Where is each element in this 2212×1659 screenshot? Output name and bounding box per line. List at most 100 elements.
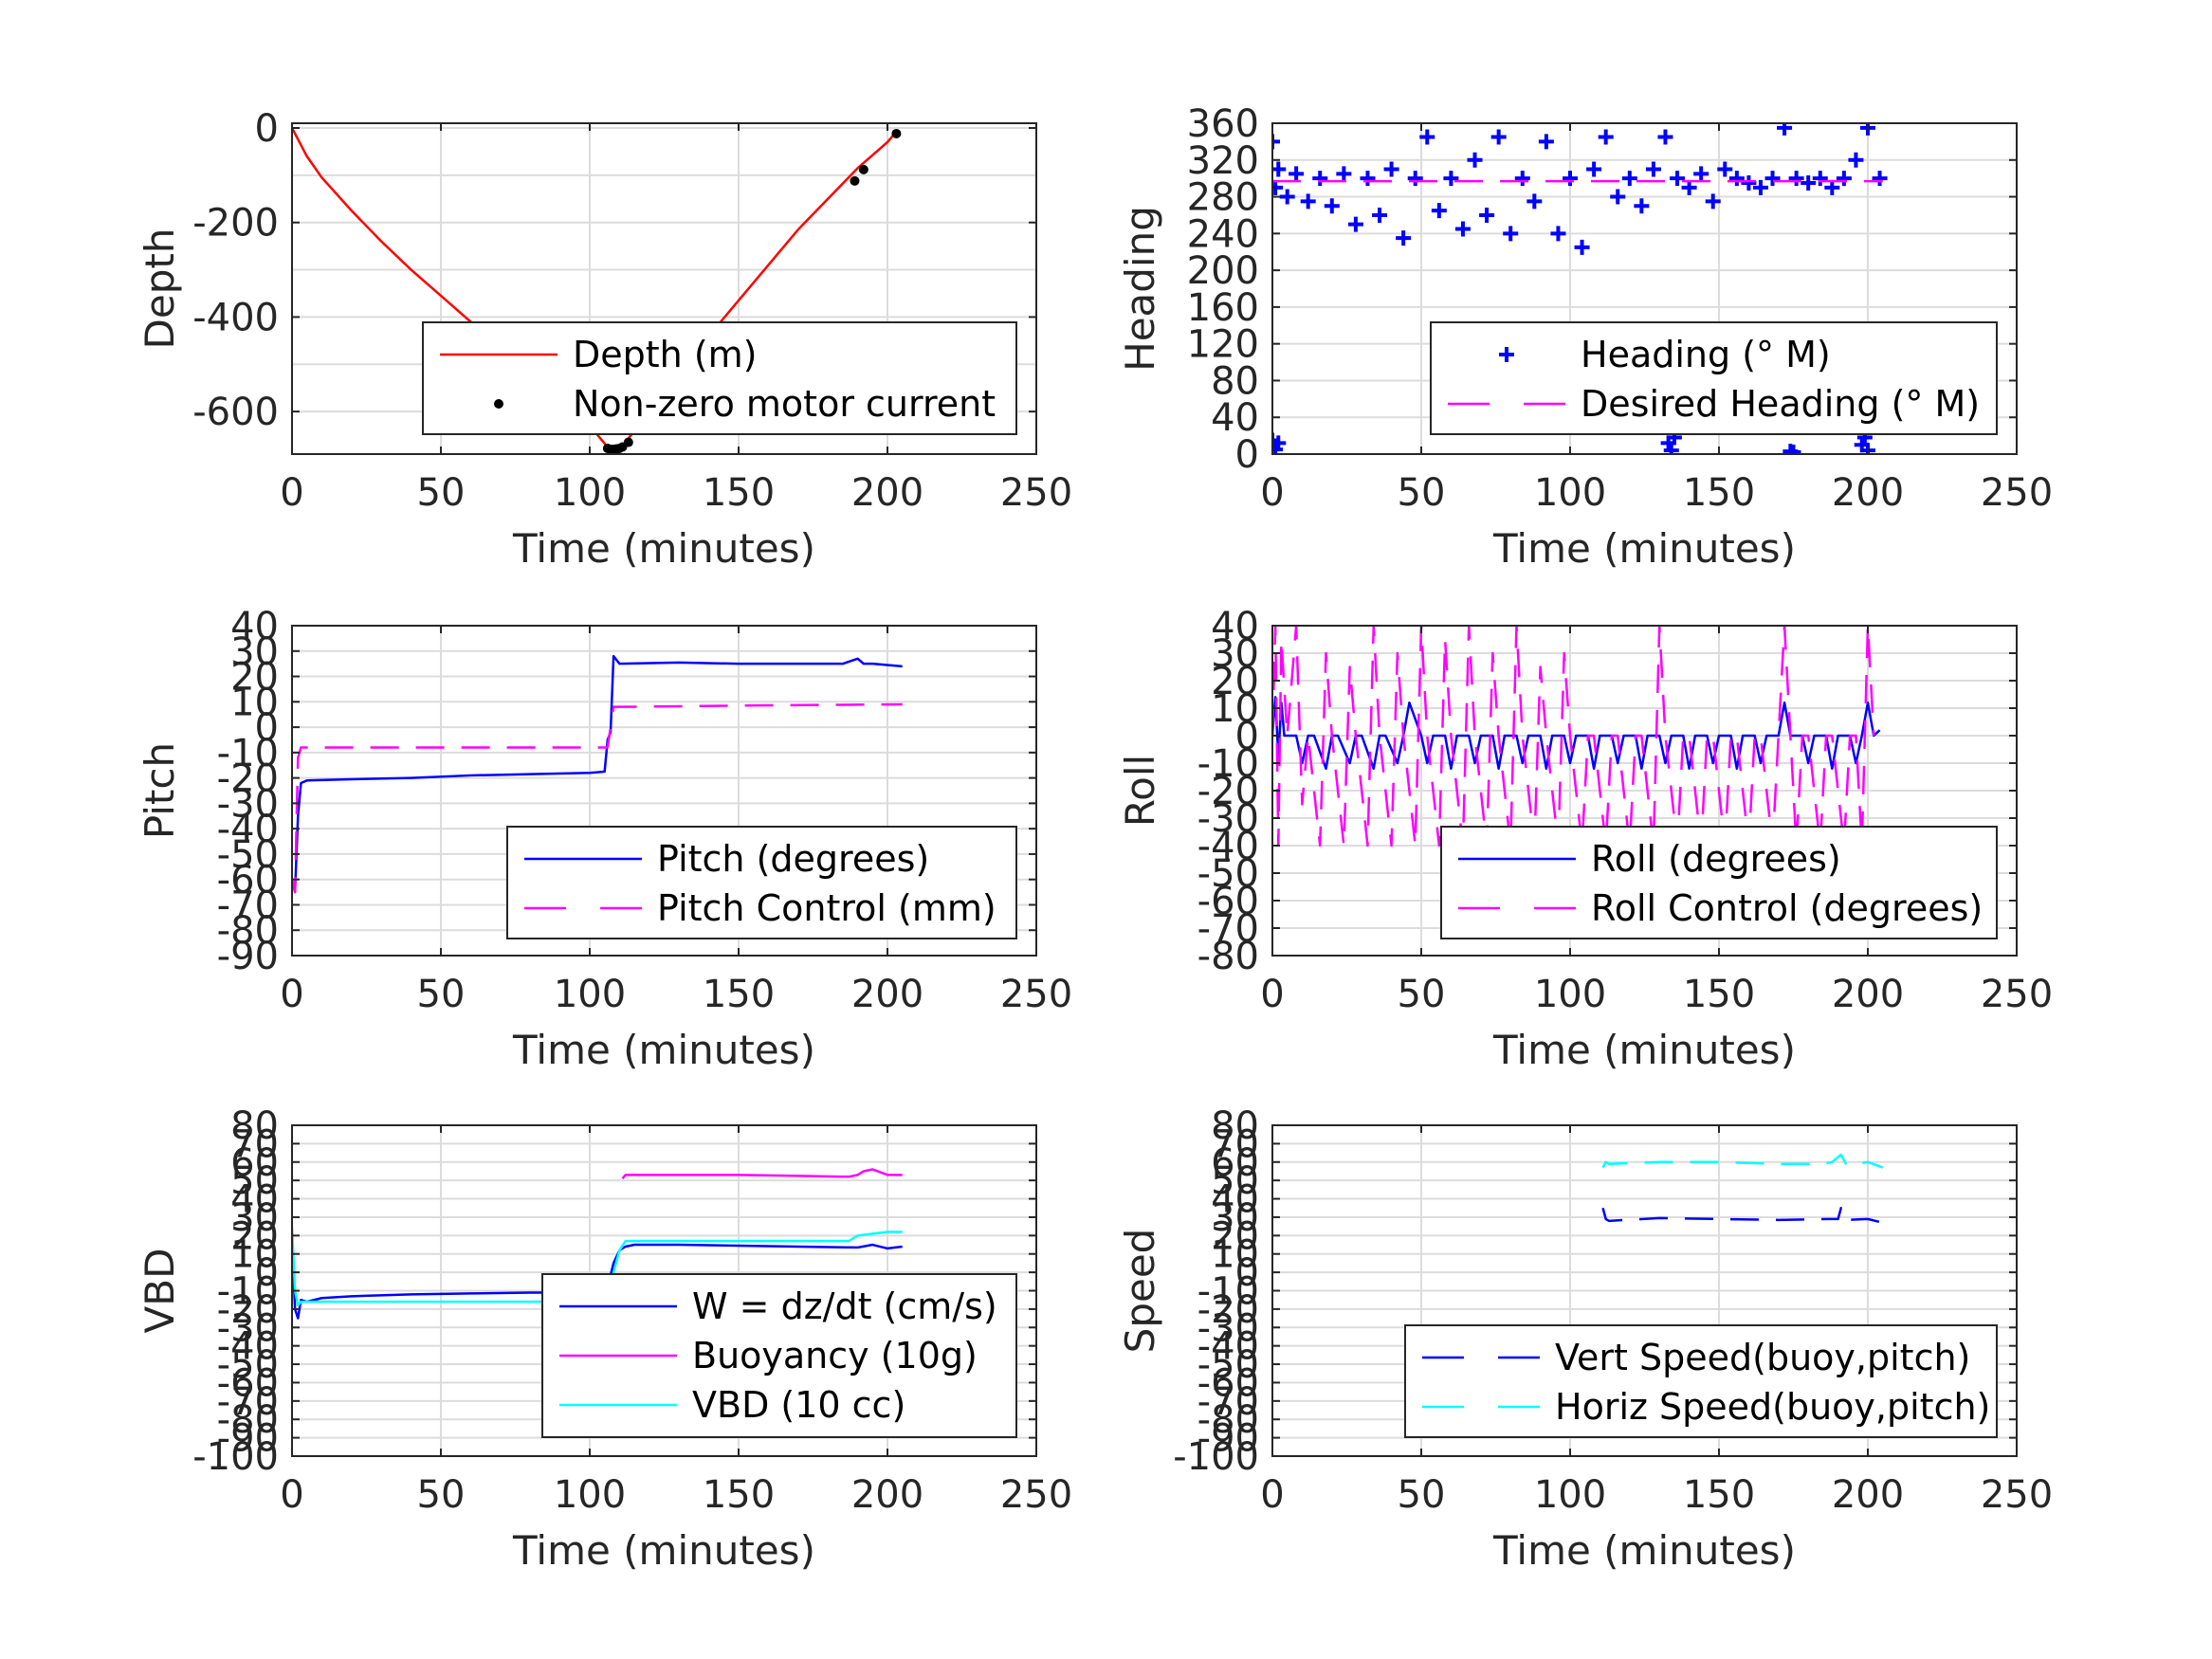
chart-speed-ytick-label: -20 (1197, 1288, 1259, 1332)
chart-speed-legend: Vert Speed(buoy,pitch) Horiz Speed(buoy,p… (1404, 1324, 1998, 1438)
chart-vbd-ytick-label: -90 (217, 1417, 279, 1461)
chart-heading-series-0-point (1621, 171, 1637, 187)
chart-pitch-ytick-label: -30 (217, 782, 279, 826)
chart-roll-legend-label: Roll (degrees) (1591, 838, 1841, 880)
chart-speed-series-0-line (1601, 1207, 1883, 1224)
chart-depth-series-1-point (858, 164, 868, 174)
chart-pitch-xtick-label: 0 (280, 973, 303, 1016)
chart-speed-ytick-label: -70 (1197, 1380, 1259, 1424)
chart-heading-series-0-point (1645, 161, 1661, 177)
chart-heading-series-0-point (1812, 171, 1828, 187)
chart-pitch-legend: Pitch (degrees) Pitch Control (mm) (506, 826, 1017, 939)
chart-heading-ytick-label: 240 (1187, 212, 1259, 256)
chart-heading-legend-marker (1499, 347, 1514, 362)
chart-heading-series-0-point (1407, 171, 1423, 187)
chart-speed-xtick-label: 0 (1260, 1473, 1284, 1517)
chart-heading-ytick-label: 120 (1187, 323, 1259, 367)
chart-vbd-xtick-label: 0 (280, 1473, 303, 1517)
chart-heading-series-0-point (1801, 175, 1817, 191)
chart-pitch-xtick-label: 100 (554, 973, 626, 1016)
chart-depth-legend-box (422, 321, 1017, 435)
chart-pitch-ytick-label: -90 (217, 935, 279, 978)
chart-vbd-xtick-label: 200 (851, 1473, 923, 1517)
chart-vbd-xtick-label: 150 (703, 1473, 775, 1517)
chart-pitch-xtick-label: 150 (703, 973, 775, 1016)
chart-heading-data (1272, 123, 1888, 454)
chart-speed-ytick-label: 60 (1211, 1141, 1259, 1185)
chart-heading-series-0-point (1347, 216, 1363, 232)
chart-roll-ylabel: Roll (1117, 755, 1163, 827)
chart-heading-xtick-label: 50 (1398, 471, 1446, 515)
chart-depth-legend-label: Non-zero motor current (573, 383, 996, 425)
chart-depth-ytick-label: 0 (255, 107, 279, 151)
chart-heading-legend-label: Desired Heading (° M) (1581, 383, 1980, 425)
chart-speed-legend-label: Vert Speed(buoy,pitch) (1555, 1337, 1970, 1378)
chart-vbd-ytick-label: -20 (217, 1288, 279, 1332)
chart-depth-xtick-label: 0 (280, 471, 303, 515)
chart-heading-series-0-point (1538, 134, 1554, 150)
chart-speed-xtick-label: 50 (1398, 1473, 1446, 1517)
chart-roll-data (1272, 626, 1881, 848)
chart-vbd-ytick-label: -10 (217, 1270, 279, 1314)
chart-depth-xtick-label: 250 (1000, 471, 1072, 515)
chart-vbd-ytick-label: -50 (217, 1343, 279, 1387)
chart-speed-xtick-label: 250 (1981, 1473, 2053, 1517)
chart-speed-ytick-label: 80 (1211, 1104, 1259, 1148)
chart-heading-series-0-point (1634, 198, 1650, 214)
chart-heading-series-1-point (1663, 443, 1679, 454)
chart-heading-ytick-label: 280 (1187, 176, 1259, 220)
chart-heading-series-0-point (1824, 179, 1840, 195)
chart-heading-series-0-point (1514, 171, 1530, 187)
chart-roll-group: 0 50 100 150 200 250403020100-10-20-30-40-50-… (1117, 605, 2053, 1073)
chart-pitch-legend-label: Pitch Control (mm) (657, 887, 996, 929)
chart-speed-legend-box (1404, 1324, 1998, 1438)
chart-roll-legend: Roll (degrees) Roll Control (degrees) (1440, 826, 1998, 939)
chart-heading-series-0-point (1752, 179, 1768, 195)
chart-depth-xtick-label: 50 (417, 471, 466, 515)
chart-speed-ytick-label: 20 (1211, 1214, 1259, 1258)
chart-heading-series-0-point (1836, 171, 1852, 187)
chart-vbd-ytick-label: 80 (230, 1104, 279, 1148)
chart-heading-series-0-point (1443, 171, 1459, 187)
chart-vbd-ytick-label: 60 (230, 1141, 279, 1185)
chart-heading-series-0-point (1454, 221, 1471, 237)
chart-roll-series-1-line (1272, 626, 1875, 848)
chart-heading-ytick-label: 160 (1187, 286, 1259, 330)
chart-roll-ytick-label: -60 (1197, 880, 1259, 923)
chart-roll-ytick-label: -30 (1197, 797, 1259, 841)
chart-vbd-ytick-label: 30 (230, 1196, 279, 1240)
chart-heading-ytick-label: 40 (1211, 396, 1259, 440)
chart-pitch-ytick-label: 20 (230, 656, 279, 700)
chart-speed-ytick-label: -100 (1173, 1435, 1259, 1479)
chart-vbd-ytick-label: 50 (230, 1159, 279, 1203)
chart-speed-ytick-label: 40 (1211, 1178, 1259, 1222)
chart-speed-ytick-label: -60 (1197, 1361, 1259, 1405)
chart-heading-ylabel: Heading (1117, 206, 1163, 372)
chart-heading-series-0-point (1312, 171, 1328, 187)
chart-heading-xlabel: Time (minutes) (1492, 525, 1796, 572)
chart-depth-xtick-label: 150 (703, 471, 775, 515)
chart-roll-legend-label: Roll Control (degrees) (1591, 887, 1983, 929)
chart-pitch-data (292, 654, 903, 894)
chart-roll-ytick-label: 30 (1211, 632, 1259, 676)
chart-heading-series-0-point (1788, 171, 1804, 187)
chart-heading-series-0-point (1300, 193, 1316, 210)
chart-heading-series-0-point (1728, 171, 1745, 187)
chart-heading-series-0-point (1272, 179, 1284, 195)
chart-heading-series-0-point (1272, 134, 1280, 150)
chart-vbd-ytick-label: 40 (230, 1178, 279, 1222)
chart-heading-series-0-point (1336, 166, 1352, 182)
chart-speed-ytick-label: -40 (1197, 1325, 1259, 1369)
chart-vbd-series-1-line (621, 1168, 903, 1180)
chart-roll-legend-box (1440, 826, 1998, 939)
chart-vbd-xtick-label: 250 (1000, 1473, 1072, 1517)
chart-vbd-legend-label: Buoyancy (10g) (692, 1335, 978, 1376)
chart-roll-ytick-label: 10 (1211, 687, 1259, 731)
chart-depth-xtick-label: 200 (851, 471, 923, 515)
chart-depth-legend-marker (494, 399, 503, 409)
chart-vbd-xlabel: Time (minutes) (512, 1527, 815, 1574)
chart-roll-xtick-label: 50 (1398, 973, 1446, 1016)
chart-pitch-ytick-label: -80 (217, 909, 279, 953)
chart-roll-ytick-label: -20 (1197, 770, 1259, 813)
chart-speed-data (1601, 1153, 1884, 1224)
